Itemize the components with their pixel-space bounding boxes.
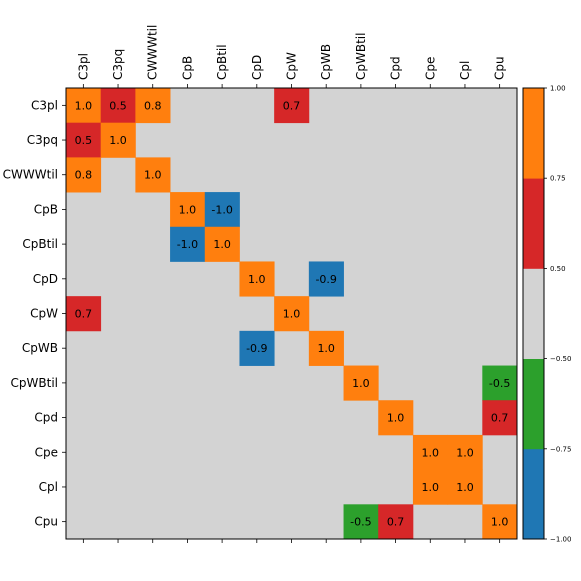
x-tick-label: CWWWtil [146,25,160,80]
heatmap-cell [135,88,171,124]
y-tick-label: CpW [30,307,58,321]
cell-label: 0.7 [387,516,405,529]
cell-label: 1.0 [422,446,440,459]
heatmap-cell [343,504,379,540]
x-tick-label: Cpd [389,56,403,80]
x-tick-label: CpWB [319,44,333,80]
cell-label: 1.0 [283,308,301,321]
x-tick-label: CpD [250,55,264,80]
heatmap-cell [100,122,136,158]
heatmap-cell [412,469,449,505]
colorbar-tick-label: −0.75 [550,445,571,453]
y-tick-label: CpD [33,272,58,286]
cell-label: 0.5 [109,99,127,112]
heatmap-cell [170,226,206,262]
heatmap-cell [170,192,206,228]
heatmap-cell [447,469,483,505]
cell-label: -1.0 [211,203,232,216]
cell-label: 0.7 [491,412,509,425]
cell-label: 1.0 [456,481,474,494]
heatmap-cell [274,88,310,124]
y-tick-label: Cpd [34,411,58,425]
x-tick-label: CpWBtil [354,33,368,80]
cell-label: -1.0 [177,238,198,251]
heatmap-cell [343,365,379,401]
y-tick-label: Cpe [35,445,58,459]
heatmap-area: 1.0 0.5 0.8 0.7 0.5 1.0 0.8 1.0 1.0 -1.0 -1.0 1.0 1.… [3,25,518,543]
heatmap-cell [135,157,171,193]
heatmap-cell [378,400,414,436]
colorbar-tick-label: 1.00 [550,85,566,93]
cell-label: 1.0 [456,446,474,459]
cell-label: 0.5 [75,134,93,147]
y-tick-label: C3pq [27,133,58,147]
colorbar: −1.00 −0.75 −0.50 0.50 0.75 1.00 [522,85,571,544]
cell-label: 0.8 [75,169,93,182]
y-tick-label: CpBtil [22,237,58,251]
heatmap-cell [274,296,310,332]
cell-label: 0.7 [283,99,301,112]
y-tick-label: CWWWtil [3,168,58,182]
heatmap-cell [482,504,518,540]
heatmap-cell [378,504,414,540]
heatmap-cell [204,192,240,228]
heatmap-cell [66,296,102,332]
y-tick-label: CpWB [22,341,58,355]
heatmap-cell [204,226,240,262]
colorbar-tick-label: −1.00 [550,536,571,544]
heatmap-cell [308,261,344,297]
cell-label: 1.0 [179,203,197,216]
x-tick-label: Cpu [493,56,507,80]
cell-label: 1.0 [248,273,266,286]
cell-label: 1.0 [75,99,93,112]
y-tick-label: CpWBtil [11,376,58,390]
x-tick-label: CpW [285,52,299,80]
heatmap-cell [66,157,102,193]
x-tick-label: Cpl [458,61,472,80]
x-tick-label: CpB [180,56,194,80]
colorbar-bin [523,268,544,359]
cell-label: 1.0 [422,481,440,494]
x-tick-label: CpBtil [215,44,229,80]
heatmap-cell [66,122,102,158]
heatmap-cell [482,400,518,436]
heatmap-cell [412,434,449,471]
cell-label: 1.0 [144,169,162,182]
x-tick-label: C3pl [76,53,90,80]
colorbar-tick-label: −0.50 [550,355,571,363]
heatmap-cell [66,88,102,124]
cell-label: 0.8 [144,99,162,112]
cell-label: 1.0 [109,134,127,147]
cell-label: 1.0 [317,342,335,355]
cell-label: 1.0 [387,412,405,425]
cell-label: 1.0 [213,238,231,251]
x-tick-label: Cpe [423,57,437,80]
heatmap-cell [482,365,518,401]
cell-label: 1.0 [352,377,370,390]
cell-label: -0.5 [350,516,371,529]
colorbar-bin [523,448,544,540]
cell-label: -0.5 [489,377,510,390]
y-tick-label: Cpl [39,480,58,494]
heatmap-cell [239,330,275,366]
y-tick-label: C3pl [31,98,58,112]
cell-label: -0.9 [246,342,267,355]
colorbar-bin [523,178,544,269]
heatmap-cell [447,434,483,471]
y-tick-label: Cpu [34,515,58,529]
heatmap-cell [308,330,344,366]
colorbar-frame [522,87,545,540]
colorbar-tick-label: 0.75 [550,175,566,183]
heatmap-cell [100,88,136,124]
cell-label: 0.7 [75,308,93,321]
cell-label: -0.9 [315,273,336,286]
heatmap-cell [239,261,275,297]
colorbar-bin [523,358,544,450]
colorbar-bin [523,88,544,179]
y-tick-label: CpB [34,202,58,216]
x-tick-label: C3pq [111,49,125,80]
cell-label: 1.0 [491,516,509,529]
colorbar-tick-label: 0.50 [550,265,566,273]
